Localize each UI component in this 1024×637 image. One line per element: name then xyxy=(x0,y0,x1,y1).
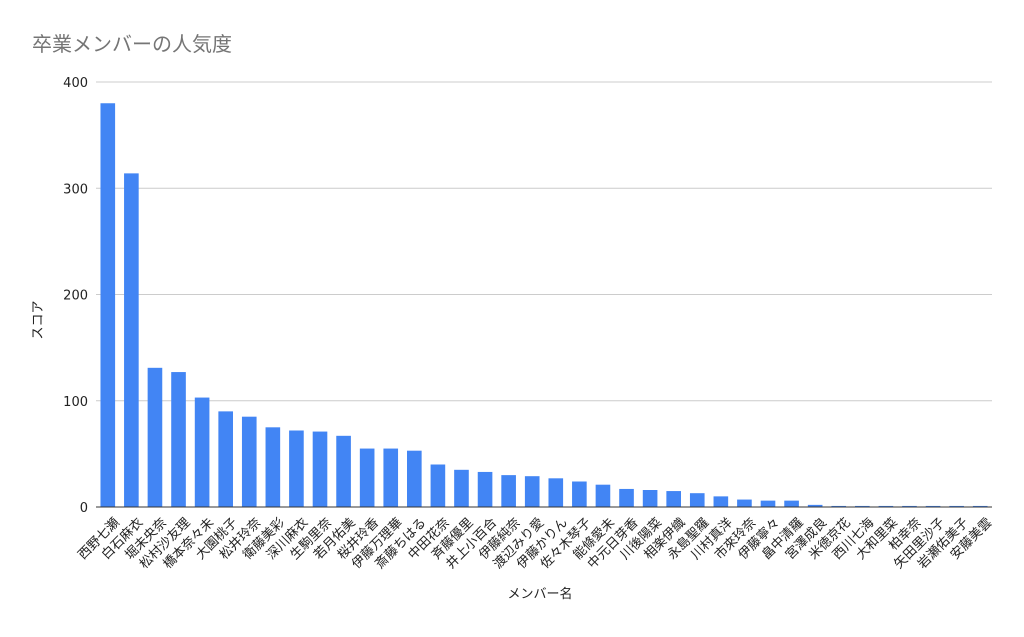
bar xyxy=(548,478,564,507)
bar xyxy=(807,504,823,507)
bar xyxy=(878,505,894,507)
bar xyxy=(359,448,375,507)
bar xyxy=(760,500,776,507)
y-tick-label: 300 xyxy=(63,182,88,197)
y-axis-label: スコア xyxy=(31,300,46,339)
bar xyxy=(784,500,799,507)
bar xyxy=(972,505,988,507)
y-tick-labels: 0 100 200 300 400 xyxy=(63,76,88,516)
bar xyxy=(100,103,116,507)
bar xyxy=(336,435,351,507)
bar xyxy=(218,411,233,507)
bar xyxy=(383,448,399,507)
bar xyxy=(689,493,705,507)
y-tick-label: 200 xyxy=(63,289,88,304)
bar xyxy=(619,488,634,507)
bar xyxy=(855,505,870,507)
bar xyxy=(430,464,446,507)
bar xyxy=(241,416,257,507)
bar xyxy=(454,469,469,507)
bar xyxy=(902,505,917,507)
chart-title: 卒業メンバーの人気度 xyxy=(32,32,232,56)
bar xyxy=(501,475,516,507)
bar xyxy=(265,427,281,507)
bar xyxy=(147,367,163,507)
bar xyxy=(925,505,941,507)
x-tick-labels: 西野七瀬白石麻衣堀未央奈松村沙友理橋本奈々未大園桃子松井玲奈衛藤美彩深川麻衣生駒… xyxy=(75,515,995,572)
bar xyxy=(524,476,540,507)
bar xyxy=(572,481,587,507)
bar xyxy=(831,505,847,507)
bar xyxy=(289,430,304,507)
bar xyxy=(949,505,964,507)
bar xyxy=(407,450,422,507)
y-tick-label: 100 xyxy=(63,395,88,410)
bar xyxy=(737,499,752,507)
bar xyxy=(595,484,611,507)
x-axis-label: メンバー名 xyxy=(507,586,572,602)
y-tick-label: 400 xyxy=(63,76,88,91)
bar xyxy=(171,372,186,507)
bar xyxy=(124,173,139,507)
bars xyxy=(100,103,988,507)
bar xyxy=(194,397,210,507)
bar xyxy=(477,471,493,507)
bar xyxy=(312,431,328,507)
bar xyxy=(713,496,729,507)
bar xyxy=(666,491,681,507)
y-tick-label: 0 xyxy=(80,501,88,516)
bar xyxy=(642,490,658,507)
grid-lines xyxy=(96,81,992,402)
